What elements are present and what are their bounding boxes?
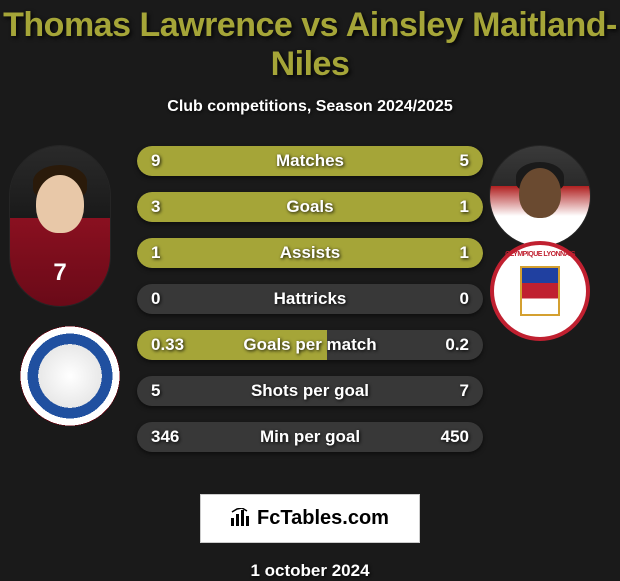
bar-fill-left xyxy=(137,238,310,268)
bar-fill-left xyxy=(137,146,310,176)
stat-value-left: 0.33 xyxy=(151,330,184,360)
stat-label: Min per goal xyxy=(137,422,483,452)
site-badge: FcTables.com xyxy=(200,494,420,543)
site-name: FcTables.com xyxy=(257,507,389,529)
stat-value-left: 346 xyxy=(151,422,179,452)
stat-value-right: 0.2 xyxy=(445,330,469,360)
stat-value-left: 1 xyxy=(151,238,160,268)
comparison-panel: 7 OLYMPIQUE LYONNAIS Matches95Goals31Ass… xyxy=(0,146,620,486)
stat-value-left: 3 xyxy=(151,192,160,222)
stat-row: Goals per match0.330.2 xyxy=(137,330,483,360)
stat-value-right: 1 xyxy=(460,238,469,268)
stat-row: Goals31 xyxy=(137,192,483,222)
stat-value-right: 450 xyxy=(441,422,469,452)
club-right-crest xyxy=(520,266,560,316)
bar-fill-right xyxy=(310,238,483,268)
stat-value-left: 5 xyxy=(151,376,160,406)
stat-label: Shots per goal xyxy=(137,376,483,406)
stat-row: Shots per goal5 7 xyxy=(137,376,483,406)
avatar-head xyxy=(36,175,84,233)
footer-date: 1 october 2024 xyxy=(0,561,620,581)
stat-row: Min per goal346 450 xyxy=(137,422,483,452)
player-left-avatar: 7 xyxy=(10,146,110,306)
club-left-badge xyxy=(20,326,120,426)
stat-value-right: 1 xyxy=(460,192,469,222)
player-left-jersey-number: 7 xyxy=(53,259,66,287)
stat-value-left: 9 xyxy=(151,146,160,176)
stat-bars: Matches95Goals31Assists11Hattricks00Goal… xyxy=(137,146,483,468)
player-right-avatar xyxy=(490,146,590,246)
club-right-badge: OLYMPIQUE LYONNAIS xyxy=(490,241,590,341)
stat-value-right: 5 xyxy=(460,146,469,176)
chart-icon xyxy=(231,508,251,526)
footer: FcTables.com 1 october 2024 xyxy=(0,494,620,581)
stat-row: Hattricks0 0 xyxy=(137,284,483,314)
stat-label: Hattricks xyxy=(137,284,483,314)
bar-fill-right xyxy=(310,146,483,176)
stat-value-left: 0 xyxy=(151,284,160,314)
stat-value-right: 7 xyxy=(460,376,469,406)
subtitle: Club competitions, Season 2024/2025 xyxy=(0,84,620,116)
bar-fill-left xyxy=(137,192,386,222)
page-title: Thomas Lawrence vs Ainsley Maitland-Nile… xyxy=(0,0,620,84)
stat-value-right: 0 xyxy=(460,284,469,314)
stat-row: Matches95 xyxy=(137,146,483,176)
club-right-label: OLYMPIQUE LYONNAIS xyxy=(494,251,586,258)
avatar-head xyxy=(519,168,561,218)
stat-row: Assists11 xyxy=(137,238,483,268)
